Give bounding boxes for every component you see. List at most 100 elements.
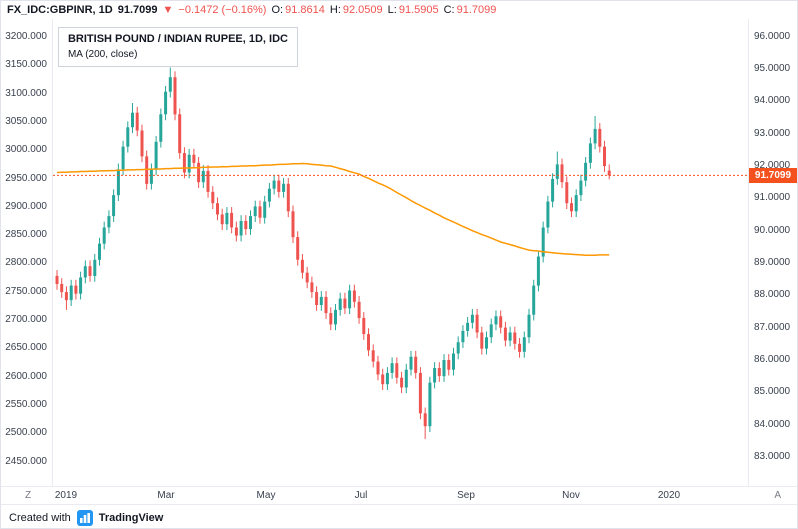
legend-symbol-title[interactable]: BRITISH POUND / INDIAN RUPEE, 1D, IDC bbox=[67, 33, 288, 45]
candle-body bbox=[263, 201, 267, 218]
candle-body bbox=[522, 337, 526, 352]
candle-body bbox=[565, 182, 569, 204]
candle-body bbox=[513, 332, 517, 344]
right-axis-tick: 88.0000 bbox=[753, 289, 791, 300]
tradingview-wordmark[interactable]: TradingView bbox=[98, 511, 164, 524]
candle-body bbox=[343, 298, 347, 309]
time-axis-tick: 2020 bbox=[657, 490, 681, 501]
candle-body bbox=[423, 413, 427, 427]
candlestick-plot[interactable] bbox=[52, 19, 748, 486]
chart-area: 3200.000 3150.000 3100.000 3050.000 3000.000… bbox=[1, 19, 797, 486]
candle-body bbox=[135, 112, 139, 131]
candle-body bbox=[154, 141, 158, 170]
left-axis-tick: 2950.000 bbox=[5, 173, 47, 184]
candle-body bbox=[107, 216, 111, 228]
candle-body bbox=[338, 298, 342, 310]
candle-body bbox=[508, 332, 512, 341]
candle-body bbox=[461, 330, 465, 343]
candle-body bbox=[149, 169, 153, 184]
candle-body bbox=[466, 322, 470, 331]
candle-body bbox=[588, 143, 592, 163]
direction-arrow-icon: ▼ bbox=[162, 4, 174, 16]
right-axis-tick: 94.0000 bbox=[753, 95, 791, 106]
candle-body bbox=[532, 285, 536, 315]
candle-body bbox=[470, 314, 474, 323]
candle-body bbox=[178, 114, 182, 154]
right-axis-tick: 91.0000 bbox=[753, 192, 791, 203]
candle-body bbox=[602, 146, 606, 167]
chart-legend[interactable]: BRITISH POUND / INDIAN RUPEE, 1D, IDC MA… bbox=[57, 27, 298, 67]
candle-body bbox=[159, 114, 163, 142]
candle-body bbox=[536, 256, 540, 286]
time-scale[interactable]: Z A 2019 Mar May Jul Sep Nov 2020 bbox=[1, 486, 797, 504]
candle-body bbox=[315, 292, 319, 305]
candle-body bbox=[83, 266, 87, 278]
left-axis-tick: 3150.000 bbox=[5, 59, 47, 70]
left-axis-tick: 2550.000 bbox=[5, 399, 47, 410]
candle-body bbox=[499, 316, 503, 328]
ma200-line bbox=[56, 162, 610, 256]
candle-body bbox=[220, 214, 224, 225]
candle-body bbox=[574, 195, 578, 212]
tradingview-logo-icon bbox=[76, 509, 93, 526]
last-price-badge[interactable]: 91.7099 bbox=[748, 168, 797, 183]
left-price-scale[interactable]: 3200.000 3150.000 3100.000 3050.000 3000.000… bbox=[1, 19, 53, 486]
right-price-scale[interactable]: 91.7099 96.0000 95.0000 94.0000 93.0000 92.0… bbox=[747, 19, 797, 486]
candle-body bbox=[69, 285, 73, 301]
candle-body bbox=[584, 162, 588, 181]
left-axis-tick: 2450.000 bbox=[5, 456, 47, 467]
candle-body bbox=[97, 243, 101, 260]
candle-body bbox=[248, 216, 252, 229]
candle-body bbox=[357, 301, 361, 318]
right-axis-tick: 87.0000 bbox=[753, 322, 791, 333]
right-axis-tick: 96.0000 bbox=[753, 31, 791, 42]
candle-body bbox=[400, 377, 404, 388]
candle-body bbox=[560, 164, 564, 183]
candle-body bbox=[385, 372, 389, 385]
scale-corner-left[interactable]: Z bbox=[25, 490, 32, 501]
candle-body bbox=[282, 183, 286, 192]
candle-body bbox=[371, 350, 375, 362]
right-axis-tick: 93.0000 bbox=[753, 128, 791, 139]
candle-body bbox=[480, 332, 484, 349]
last-price: 91.7099 bbox=[117, 4, 158, 16]
right-axis-tick: 89.0000 bbox=[753, 257, 791, 268]
candle-body bbox=[569, 203, 573, 212]
candle-body bbox=[366, 334, 370, 351]
candle-body bbox=[211, 191, 215, 204]
candle-body bbox=[475, 314, 479, 333]
scale-corner-right[interactable]: A bbox=[774, 490, 781, 501]
time-axis-tick: Nov bbox=[562, 490, 580, 501]
candle-body bbox=[164, 91, 168, 115]
legend-ma-indicator[interactable]: MA (200, close) bbox=[67, 49, 138, 60]
candle-body bbox=[102, 227, 106, 244]
candle-body bbox=[598, 128, 602, 147]
candle-body bbox=[546, 201, 550, 228]
candle-body bbox=[456, 342, 460, 354]
candle-body bbox=[381, 374, 385, 385]
candle-body bbox=[518, 343, 522, 352]
right-axis-tick: 95.0000 bbox=[753, 63, 791, 74]
candle-body bbox=[503, 327, 507, 341]
candle-body bbox=[234, 227, 238, 236]
candle-body bbox=[390, 363, 394, 373]
chart-pane[interactable]: BRITISH POUND / INDIAN RUPEE, 1D, IDC MA… bbox=[52, 19, 748, 486]
right-axis-tick: 90.0000 bbox=[753, 225, 791, 236]
candle-body bbox=[64, 292, 68, 301]
right-axis-tick: 92.0000 bbox=[753, 160, 791, 171]
candle-body bbox=[225, 212, 229, 225]
candle-body bbox=[79, 277, 83, 294]
symbol-name[interactable]: FX_IDC:GBPINR, 1D bbox=[7, 4, 113, 16]
candle-body bbox=[145, 156, 149, 184]
candle-body bbox=[168, 77, 172, 92]
candle-body bbox=[74, 285, 78, 294]
candle-body bbox=[291, 211, 295, 238]
time-axis-tick: Sep bbox=[457, 490, 475, 501]
candle-body bbox=[409, 356, 413, 370]
candle-body bbox=[215, 203, 219, 215]
left-axis-tick: 2750.000 bbox=[5, 286, 47, 297]
candle-body bbox=[258, 206, 262, 218]
candle-body bbox=[484, 337, 488, 349]
candle-body bbox=[348, 290, 352, 309]
attribution-footer: Created with TradingView bbox=[1, 504, 797, 528]
